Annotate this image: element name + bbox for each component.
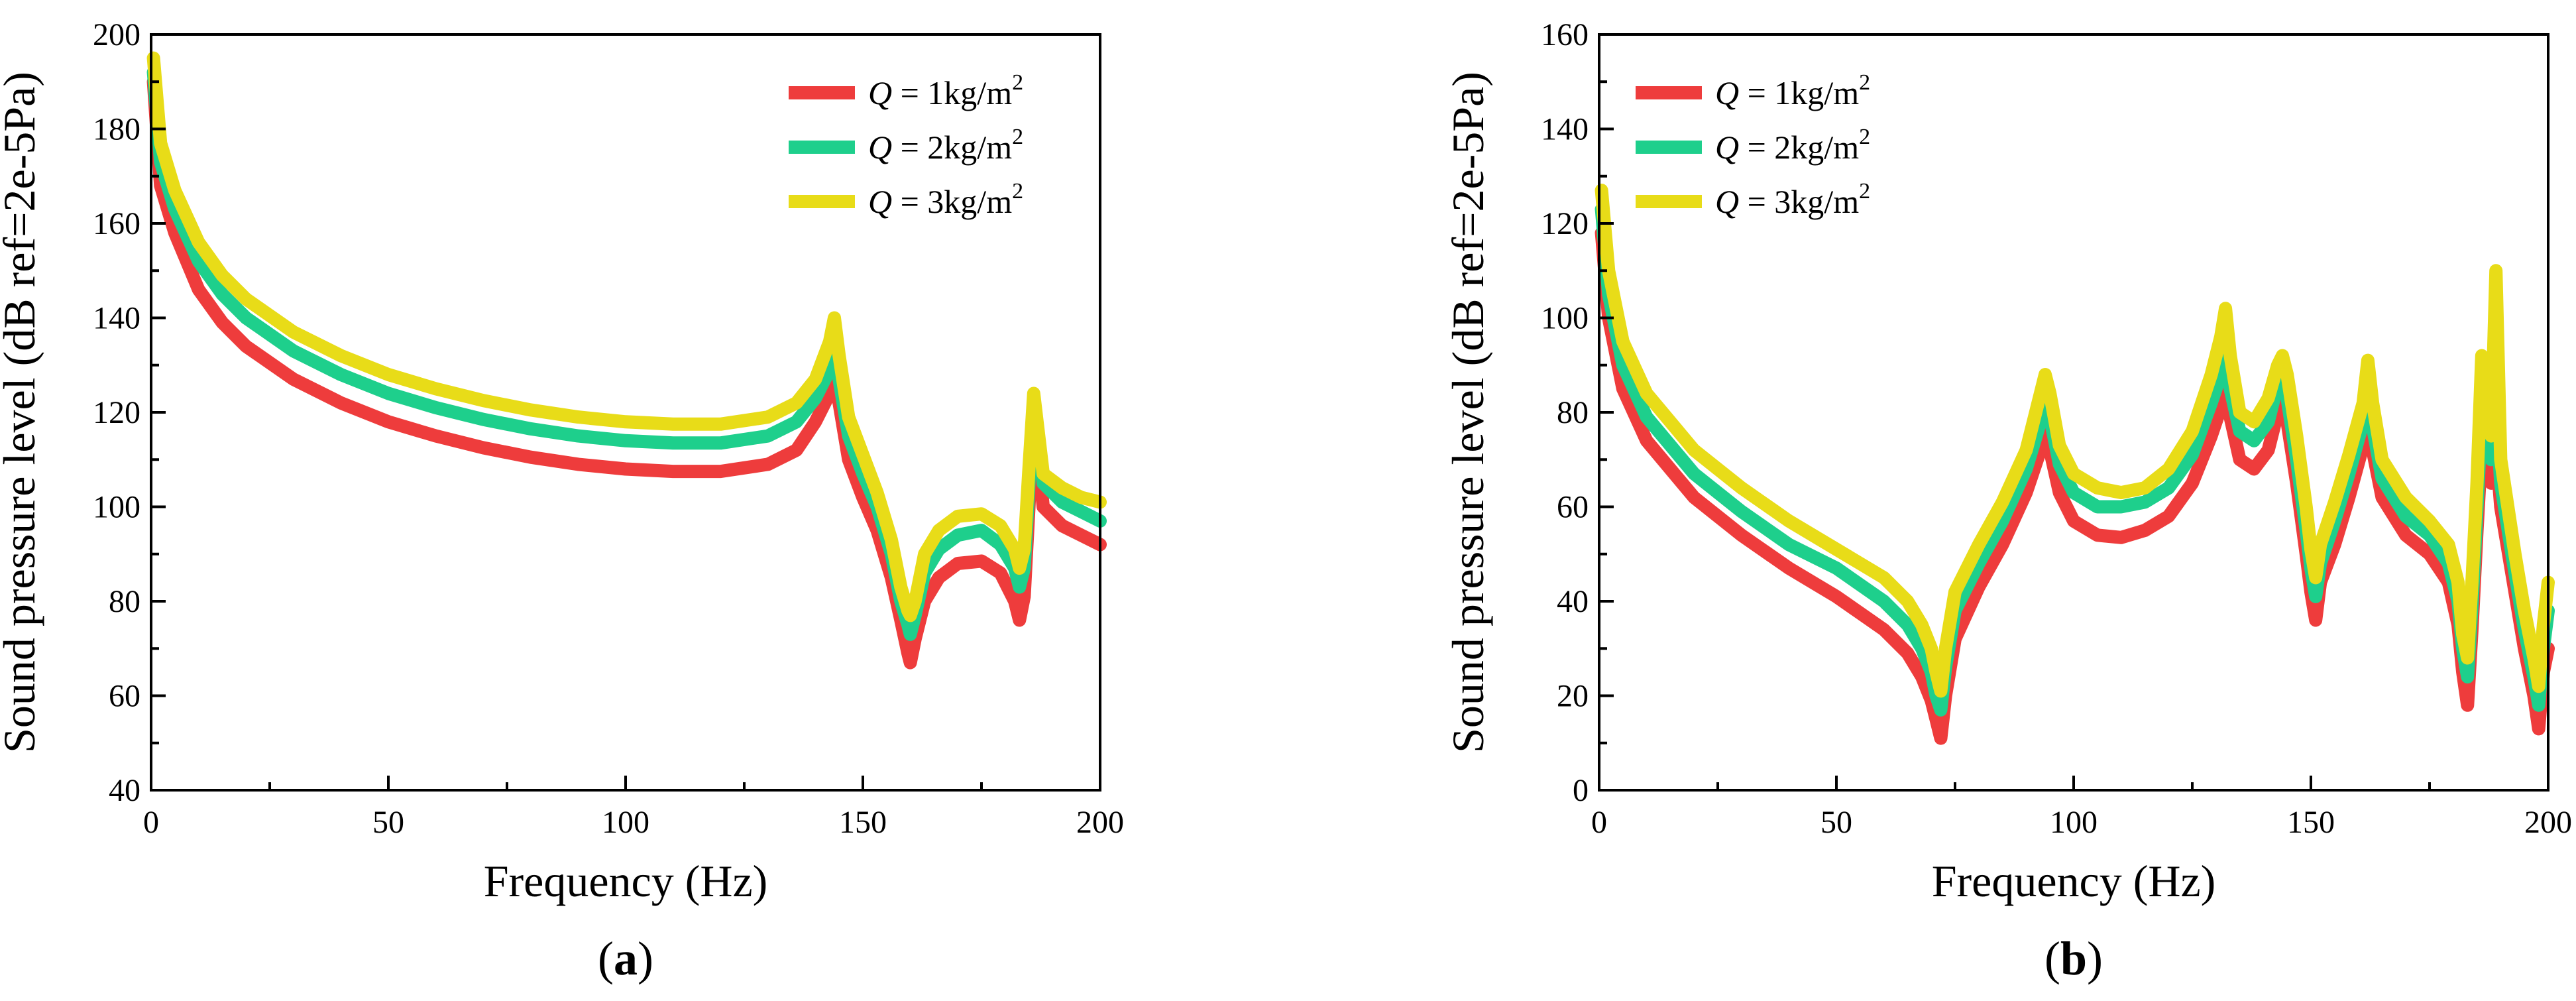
y-tick-label: 60 [109,679,140,714]
legend-variable: Q [1715,74,1739,111]
legend-superscript: 2 [1012,125,1023,149]
x-tick-label: 200 [1076,805,1124,840]
subfigure-label: (a) [598,932,653,985]
x-tick-label: 100 [2050,805,2098,840]
legend-value: = 3kg/m [1739,183,1859,220]
y-tick-label: 60 [1557,490,1589,525]
x-tick-label: 0 [1591,805,1607,840]
legend-variable: Q [1715,183,1739,220]
y-tick-label: 100 [93,490,140,525]
legend: Q = 1kg/m2Q = 2kg/m2Q = 3kg/m2 [789,70,1023,220]
y-tick-label: 120 [1541,206,1589,241]
y-tick-label: 80 [1557,395,1589,430]
y-tick-label: 80 [109,584,140,619]
paren-open: ( [2044,932,2060,985]
x-tick-label: 0 [143,805,159,840]
x-tick-label: 200 [2524,805,2572,840]
y-tick-label: 100 [1541,301,1589,336]
y-tick-label: 160 [93,206,140,241]
y-tick-label: 0 [1573,773,1589,808]
series-line-q3 [1595,184,2555,698]
paren-open: ( [598,932,614,985]
legend-value: = 1kg/m [892,74,1012,111]
legend-label-q2: Q = 2kg/m2 [868,125,1023,166]
legend: Q = 1kg/m2Q = 2kg/m2Q = 3kg/m2 [1636,70,1870,220]
panel-letter: b [2060,932,2087,985]
x-tick-label: 50 [372,805,404,840]
y-tick-label: 40 [109,773,140,808]
chart-panel-a: 0 50 100 150 200 40 60 80 100 120 140 160 180 200 Freq… [0,17,1124,985]
y-tick-label: 140 [1541,112,1589,147]
legend-variable: Q [868,183,892,220]
y-tick-label: 180 [93,112,140,147]
legend-label-q2: Q = 2kg/m2 [1715,125,1870,166]
x-tick-label: 50 [1820,805,1852,840]
y-axis-title: Sound pressure level (dB ref=2e-5Pa) [1443,72,1493,753]
legend-variable: Q [868,74,892,111]
legend-superscript: 2 [1859,125,1870,149]
legend-label-q1: Q = 1kg/m2 [868,70,1023,111]
series-line-q1 [146,75,1107,670]
subfigure-label: (b) [2044,932,2103,985]
y-tick-label: 120 [93,395,140,430]
x-tick-label: 150 [839,805,887,840]
legend-value: = 1kg/m [1739,74,1859,111]
panel-letter: a [614,932,638,985]
y-tick-label: 140 [93,301,140,336]
legend-superscript: 2 [1859,179,1870,204]
legend-variable: Q [868,129,892,166]
legend-superscript: 2 [1012,179,1023,204]
x-axis-title: Frequency (Hz) [484,856,768,906]
x-axis-title: Frequency (Hz) [1932,856,2216,906]
y-tick-label: 20 [1557,679,1589,714]
legend-label-q3: Q = 3kg/m2 [1715,179,1870,220]
y-tick-label: 200 [93,17,140,52]
legend-value: = 3kg/m [892,183,1012,220]
paren-close: ) [2087,932,2103,985]
legend-superscript: 2 [1012,70,1023,95]
series-line-q2 [1595,202,2555,717]
legend-superscript: 2 [1859,70,1870,95]
chart-panel-b: 0 50 100 150 200 0 20 40 60 80 100 120 140 160 Frequen… [1443,17,2572,985]
legend-value: = 2kg/m [1739,129,1859,166]
legend-variable: Q [1715,129,1739,166]
series-group [1595,184,2555,745]
paren-close: ) [638,932,653,985]
legend-label-q3: Q = 3kg/m2 [868,179,1023,220]
series-group [146,51,1107,670]
series-line-q3 [146,51,1107,622]
x-tick-label: 150 [2287,805,2335,840]
y-tick-label: 160 [1541,17,1589,52]
y-tick-label: 40 [1557,584,1589,619]
y-axis-title: Sound pressure level (dB ref=2e-5Pa) [0,72,44,753]
x-tick-label: 100 [602,805,649,840]
legend-value: = 2kg/m [892,129,1012,166]
legend-label-q1: Q = 1kg/m2 [1715,70,1870,111]
